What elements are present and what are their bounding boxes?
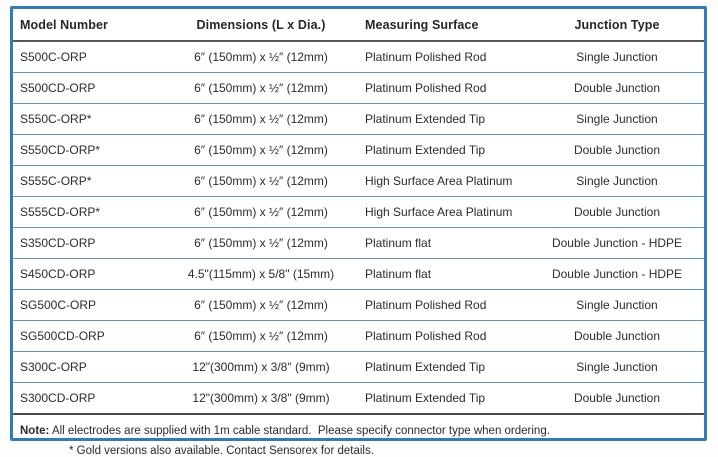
column-header-measuring-surface: Measuring Surface	[349, 9, 530, 42]
footnote-gold-versions: * Gold versions also available. Contact …	[69, 445, 374, 457]
table-row: S450CD-ORP 4.5"(115mm) x 5/8" (15mm) Pla…	[13, 258, 704, 290]
cell-dimensions: 6″ (150mm) x ½″ (12mm)	[173, 72, 349, 104]
cell-measuring-surface: Platinum Extended Tip	[349, 134, 530, 166]
cell-junction-type: Double Junction	[530, 382, 704, 415]
table-row: S550C-ORP* 6″ (150mm) x ½″ (12mm) Platin…	[13, 103, 704, 135]
column-header-dimensions: Dimensions (L x Dia.)	[173, 9, 349, 42]
cell-junction-type: Single Junction	[530, 289, 704, 321]
cell-model-number: S300C-ORP	[13, 351, 173, 383]
column-header-model-number: Model Number	[13, 9, 173, 42]
cell-junction-type: Double Junction	[530, 196, 704, 228]
note-label: Note:	[20, 425, 50, 437]
cell-model-number: S555CD-ORP*	[13, 196, 173, 228]
table-row: S555C-ORP* 6″ (150mm) x ½″ (12mm) High S…	[13, 165, 704, 197]
cell-dimensions: 6″ (150mm) x ½″ (12mm)	[173, 196, 349, 228]
cell-junction-type: Double Junction	[530, 134, 704, 166]
cell-junction-type: Double Junction - HDPE	[530, 258, 704, 290]
table-row: S350CD-ORP 6″ (150mm) x ½″ (12mm) Platin…	[13, 227, 704, 259]
cell-junction-type: Single Junction	[530, 103, 704, 135]
cell-dimensions: 12"(300mm) x 3/8" (9mm)	[173, 382, 349, 415]
cell-junction-type: Single Junction	[530, 351, 704, 383]
cell-dimensions: 6″ (150mm) x ½″ (12mm)	[173, 320, 349, 352]
cell-dimensions: 4.5"(115mm) x 5/8" (15mm)	[173, 258, 349, 290]
cell-dimensions: 6″ (150mm) x ½″ (12mm)	[173, 134, 349, 166]
orp-electrode-spec-table-panel: Model Number Dimensions (L x Dia.) Measu…	[10, 6, 707, 457]
cell-model-number: S500C-ORP	[13, 41, 173, 73]
cell-measuring-surface: Platinum Extended Tip	[349, 382, 530, 415]
cell-dimensions: 6″ (150mm) x ½″ (12mm)	[173, 289, 349, 321]
cell-measuring-surface: Platinum Polished Rod	[349, 72, 530, 104]
note-line: Note: All electrodes are supplied with 1…	[20, 425, 694, 437]
cell-measuring-surface: Platinum Polished Rod	[349, 320, 530, 352]
cell-dimensions: 6″ (150mm) x ½″ (12mm)	[173, 103, 349, 135]
cell-junction-type: Single Junction	[530, 41, 704, 73]
cell-junction-type: Double Junction	[530, 320, 704, 352]
notes-section: Note: All electrodes are supplied with 1…	[13, 415, 704, 457]
header-row: Model Number Dimensions (L x Dia.) Measu…	[13, 9, 704, 42]
cell-model-number: SG500CD-ORP	[13, 320, 173, 352]
cell-model-number: SG500C-ORP	[13, 289, 173, 321]
table-row: S555CD-ORP* 6″ (150mm) x ½″ (12mm) High …	[13, 196, 704, 228]
note-text: All electrodes are supplied with 1m cabl…	[49, 425, 550, 437]
table-row: S500CD-ORP 6″ (150mm) x ½″ (12mm) Platin…	[13, 72, 704, 104]
cell-model-number: S300CD-ORP	[13, 382, 173, 415]
cell-model-number: S500CD-ORP	[13, 72, 173, 104]
cell-measuring-surface: Platinum Polished Rod	[349, 41, 530, 73]
table-row: SG500C-ORP 6″ (150mm) x ½″ (12mm) Platin…	[13, 289, 704, 321]
cell-junction-type: Double Junction	[530, 72, 704, 104]
cell-measuring-surface: High Surface Area Platinum	[349, 165, 530, 197]
cell-model-number: S550CD-ORP*	[13, 134, 173, 166]
cell-dimensions: 12"(300mm) x 3/8" (9mm)	[173, 351, 349, 383]
table-row: SG500CD-ORP 6″ (150mm) x ½″ (12mm) Plati…	[13, 320, 704, 352]
cell-measuring-surface: Platinum flat	[349, 227, 530, 259]
cell-measuring-surface: High Surface Area Platinum	[349, 196, 530, 228]
table-row: S300C-ORP 12"(300mm) x 3/8" (9mm) Platin…	[13, 351, 704, 383]
table-row: S500C-ORP 6″ (150mm) x ½″ (12mm) Platinu…	[13, 41, 704, 73]
table-row: S300CD-ORP 12"(300mm) x 3/8" (9mm) Plati…	[13, 382, 704, 415]
cell-measuring-surface: Platinum Extended Tip	[349, 351, 530, 383]
cell-measuring-surface: Platinum flat	[349, 258, 530, 290]
table-row: S550CD-ORP* 6″ (150mm) x ½″ (12mm) Plati…	[13, 134, 704, 166]
cell-measuring-surface: Platinum Polished Rod	[349, 289, 530, 321]
cell-dimensions: 6″ (150mm) x ½″ (12mm)	[173, 41, 349, 73]
cell-model-number: S555C-ORP*	[13, 165, 173, 197]
cell-model-number: S450CD-ORP	[13, 258, 173, 290]
cell-junction-type: Single Junction	[530, 165, 704, 197]
cell-dimensions: 6″ (150mm) x ½″ (12mm)	[173, 227, 349, 259]
cell-model-number: S550C-ORP*	[13, 103, 173, 135]
spec-table: Model Number Dimensions (L x Dia.) Measu…	[13, 9, 704, 415]
cell-model-number: S350CD-ORP	[13, 227, 173, 259]
cell-dimensions: 6″ (150mm) x ½″ (12mm)	[173, 165, 349, 197]
cell-junction-type: Double Junction - HDPE	[530, 227, 704, 259]
cell-measuring-surface: Platinum Extended Tip	[349, 103, 530, 135]
column-header-junction-type: Junction Type	[530, 9, 704, 42]
